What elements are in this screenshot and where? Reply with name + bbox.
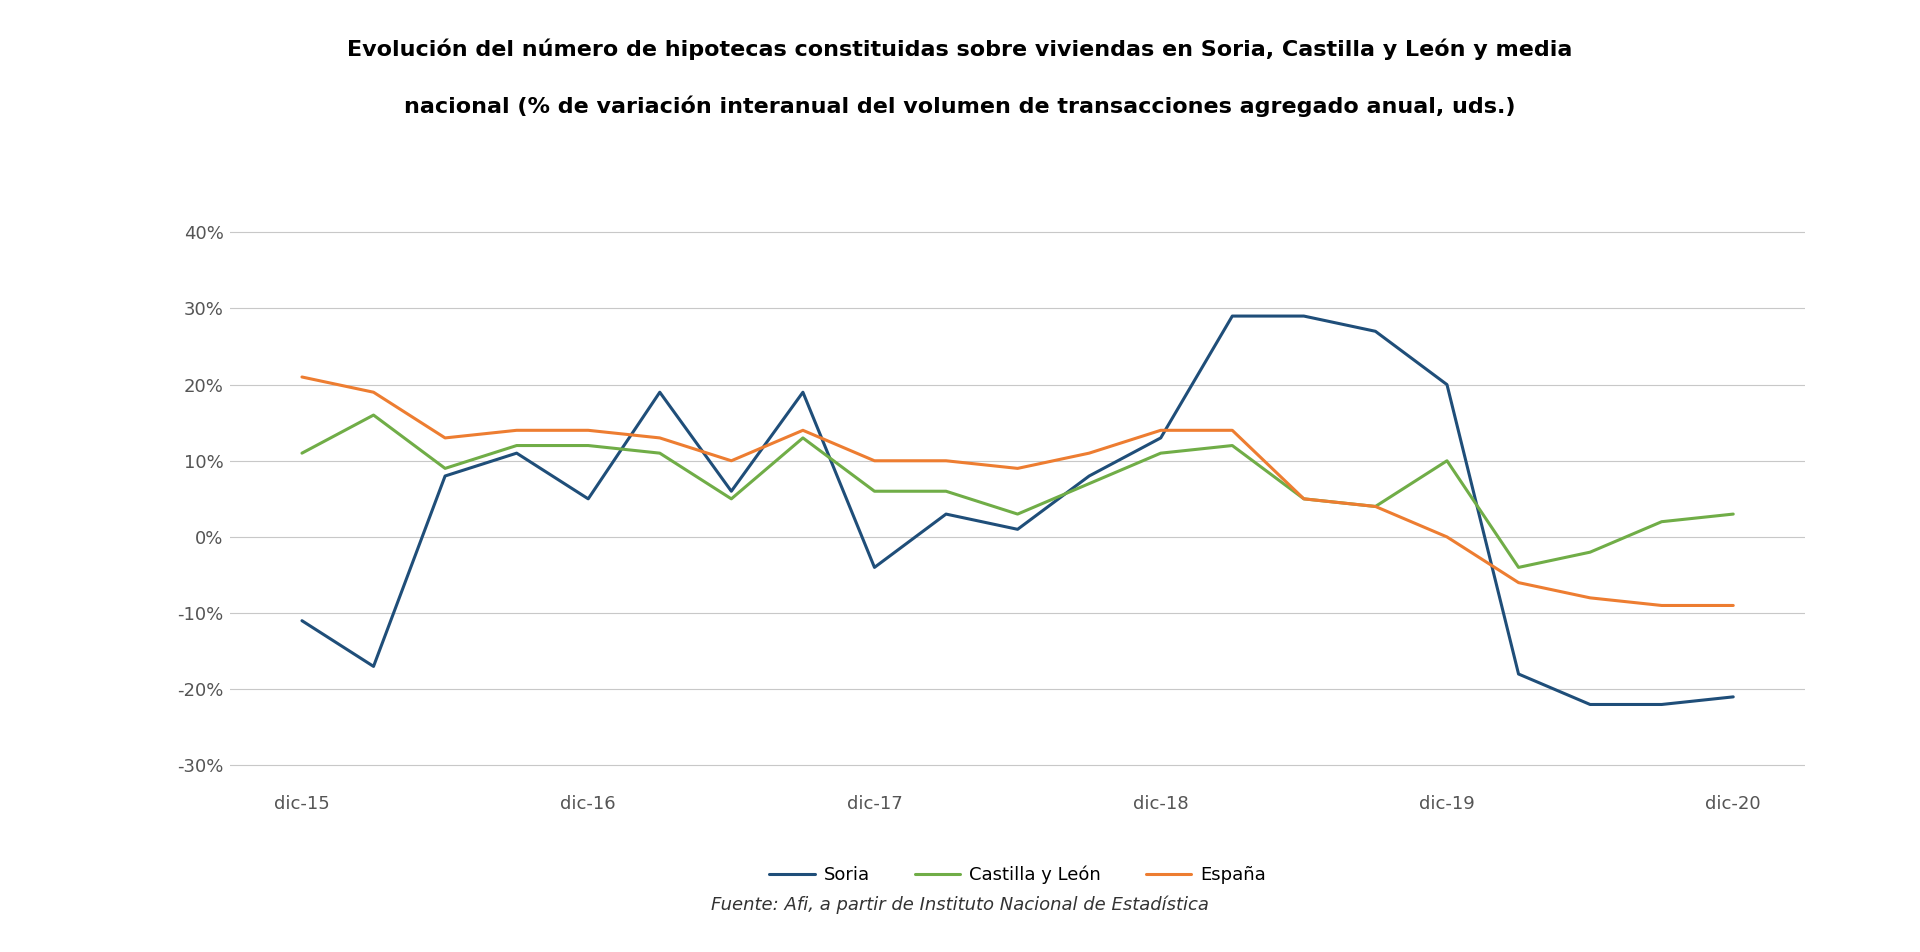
Soria	[363, 661, 386, 672]
España	[1578, 592, 1601, 604]
España	[290, 371, 313, 383]
Text: Evolución del número de hipotecas constituidas sobre viviendas en Soria, Castill: Evolución del número de hipotecas consti…	[348, 38, 1572, 60]
Castilla y León	[791, 432, 814, 444]
Soria	[935, 508, 958, 520]
Castilla y León	[862, 486, 885, 497]
Castilla y León	[1649, 516, 1672, 527]
Text: Fuente: Afi, a partir de Instituto Nacional de Estadística: Fuente: Afi, a partir de Instituto Nacio…	[710, 896, 1210, 914]
España	[1292, 493, 1315, 505]
España	[576, 425, 599, 436]
Castilla y León	[649, 447, 672, 459]
Castilla y León	[1578, 546, 1601, 558]
Soria	[1077, 470, 1100, 482]
Soria	[1507, 668, 1530, 680]
Castilla y León	[935, 486, 958, 497]
España	[862, 455, 885, 466]
España	[1221, 425, 1244, 436]
España	[1150, 425, 1173, 436]
Soria	[1221, 310, 1244, 322]
Castilla y León	[576, 440, 599, 451]
Castilla y León	[720, 493, 743, 505]
Text: nacional (% de variación interanual del volumen de transacciones agregado anual,: nacional (% de variación interanual del …	[405, 95, 1515, 117]
Castilla y León	[1150, 447, 1173, 459]
España	[1363, 501, 1386, 512]
Soria	[1150, 432, 1173, 444]
España	[1507, 577, 1530, 588]
España	[363, 387, 386, 398]
Line: Castilla y León: Castilla y León	[301, 415, 1734, 567]
Castilla y León	[1006, 508, 1029, 520]
Soria	[290, 615, 313, 626]
Soria	[1292, 310, 1315, 322]
Soria	[434, 470, 457, 482]
Castilla y León	[1292, 493, 1315, 505]
Castilla y León	[1722, 508, 1745, 520]
Line: España: España	[301, 377, 1734, 605]
España	[649, 432, 672, 444]
Soria	[505, 447, 528, 459]
Soria	[1006, 524, 1029, 535]
España	[720, 455, 743, 466]
España	[1077, 447, 1100, 459]
Castilla y León	[1221, 440, 1244, 451]
Castilla y León	[434, 463, 457, 474]
Soria	[862, 562, 885, 573]
España	[1649, 600, 1672, 611]
Line: Soria: Soria	[301, 316, 1734, 704]
Castilla y León	[505, 440, 528, 451]
Soria	[1578, 699, 1601, 710]
Soria	[1722, 691, 1745, 703]
Soria	[1649, 699, 1672, 710]
Soria	[720, 486, 743, 497]
España	[1436, 531, 1459, 543]
Legend: Soria, Castilla y León, España: Soria, Castilla y León, España	[762, 858, 1273, 891]
Castilla y León	[363, 409, 386, 421]
Soria	[1436, 379, 1459, 390]
España	[791, 425, 814, 436]
Castilla y León	[1507, 562, 1530, 573]
Castilla y León	[1077, 478, 1100, 489]
Castilla y León	[290, 447, 313, 459]
España	[935, 455, 958, 466]
Soria	[576, 493, 599, 505]
Castilla y León	[1436, 455, 1459, 466]
Castilla y León	[1363, 501, 1386, 512]
España	[1722, 600, 1745, 611]
Soria	[1363, 326, 1386, 337]
Soria	[649, 387, 672, 398]
España	[434, 432, 457, 444]
Soria	[791, 387, 814, 398]
España	[505, 425, 528, 436]
España	[1006, 463, 1029, 474]
